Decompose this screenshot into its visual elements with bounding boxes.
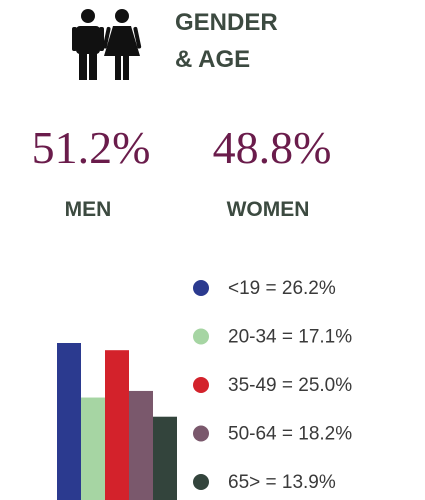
legend-label: 20-34 = 17.1% [228,327,352,348]
gender-label: MEN [65,198,112,221]
legend-swatch [193,328,209,345]
legend-label: <19 = 26.2% [228,278,336,299]
legend-swatch [193,280,209,296]
age-chart: <19 = 26.2% 20-34 = 17.1% 35-49 = 25.0% 50-… [57,278,352,500]
legend-swatch [193,377,209,393]
legend-label: 50-64 = 18.2% [228,424,352,445]
bar [153,416,177,500]
bar [105,350,129,500]
gender-percent: 51.2% [32,122,151,173]
gender-icon [72,9,142,80]
bar [57,343,81,500]
legend-swatch [193,425,209,442]
title-line: & AGE [175,46,250,73]
title-line: GENDER [175,9,278,36]
bar [81,397,105,500]
legend-label: 35-49 = 25.0% [228,375,352,396]
legend-label: 65> = 13.9% [228,472,336,493]
gender-label: WOMEN [227,198,310,221]
bar [129,390,153,500]
legend-swatch [193,474,209,490]
gender-percent: 48.8% [213,122,332,173]
